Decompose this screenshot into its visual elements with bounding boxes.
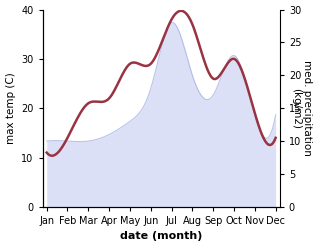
Y-axis label: med. precipitation
(kg/m2): med. precipitation (kg/m2) [291,60,313,156]
Y-axis label: max temp (C): max temp (C) [5,72,16,144]
X-axis label: date (month): date (month) [120,231,202,242]
